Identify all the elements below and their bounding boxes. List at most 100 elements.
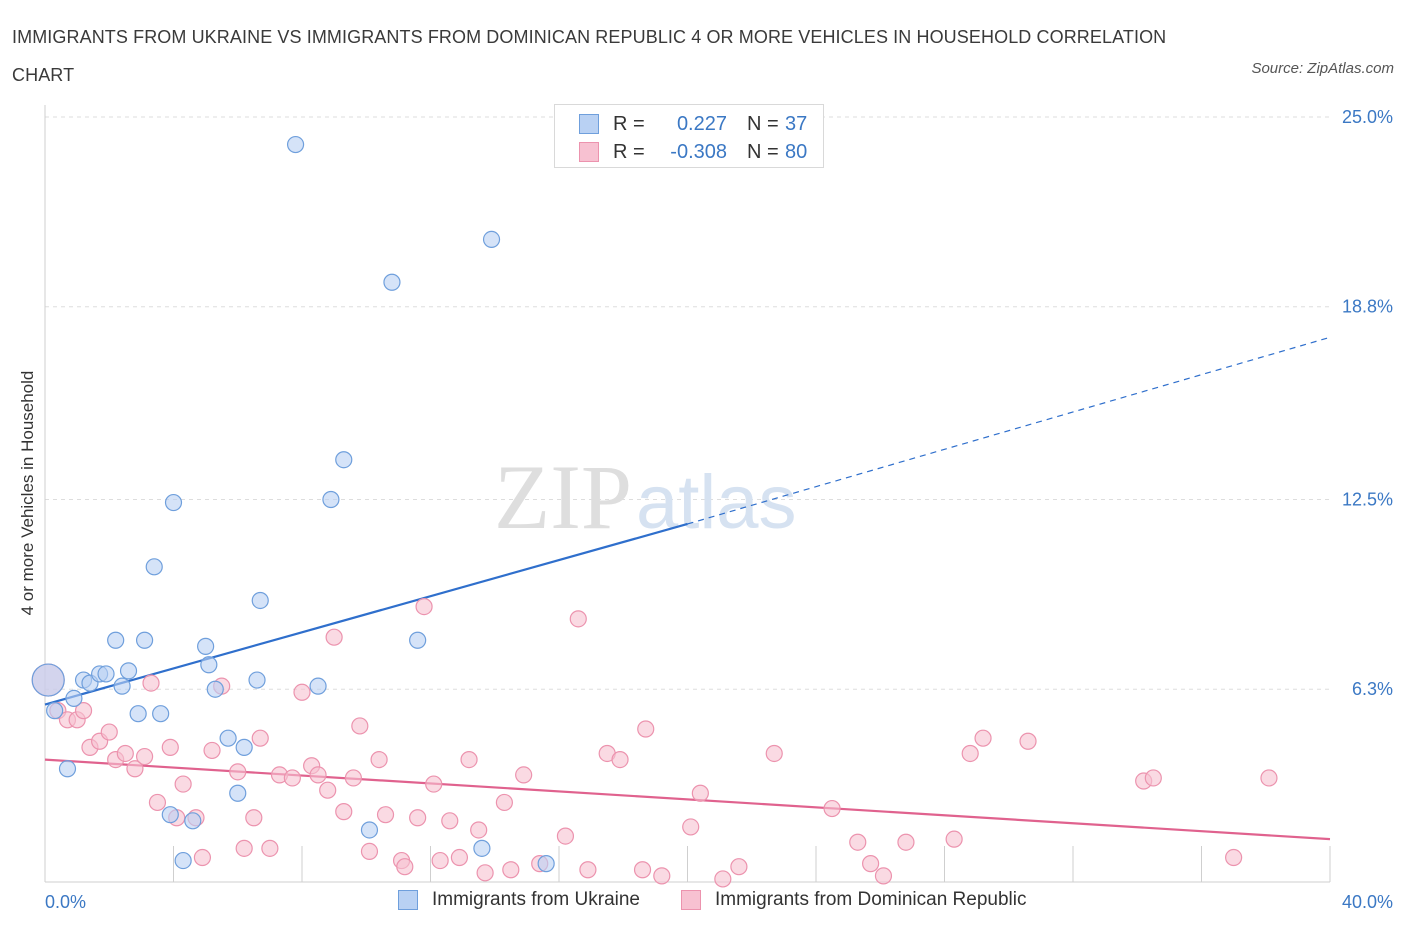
- chart-title: IMMIGRANTS FROM UKRAINE VS IMMIGRANTS FR…: [12, 27, 1167, 85]
- ukraine-point: [145, 558, 163, 576]
- dominican-point: [849, 833, 867, 851]
- y-tick-label: 6.3%: [1352, 679, 1393, 699]
- legend-n-label: N =: [747, 112, 779, 135]
- ukraine-point: [65, 689, 83, 708]
- ukraine-point: [174, 851, 192, 870]
- dominican-point: [135, 747, 154, 766]
- ukraine-point: [248, 671, 266, 689]
- dominican-point: [495, 793, 513, 812]
- dominican-point: [637, 720, 655, 738]
- dominican-point: [245, 809, 263, 827]
- ukraine-point: [97, 665, 115, 683]
- dominican-point: [174, 775, 192, 793]
- dominican-point: [415, 597, 433, 616]
- dominican-point: [682, 818, 700, 836]
- ukraine-point: [235, 738, 253, 756]
- y-axis-label: 4 or more Vehicles in Household: [18, 371, 37, 616]
- dominican-point: [897, 833, 915, 851]
- legend-swatch-ukraine: [579, 114, 599, 134]
- y-tick-label: 12.5%: [1342, 490, 1393, 510]
- dominican-point: [335, 803, 353, 821]
- legend-r-label: R =: [613, 140, 645, 163]
- dominican-point: [1225, 848, 1243, 867]
- ukraine-point: [409, 631, 427, 649]
- dominican-point: [396, 858, 414, 876]
- dominican-point: [116, 744, 134, 763]
- dominican-point: [611, 750, 629, 769]
- ukraine-point: [113, 677, 131, 695]
- ukraine-point: [164, 493, 183, 512]
- ukraine-point: [200, 656, 218, 674]
- dominican-point: [142, 674, 160, 692]
- watermark-zip: ZIP: [494, 446, 632, 548]
- ukraine-point: [473, 839, 491, 857]
- dominican-point: [325, 628, 343, 646]
- dominican-point: [100, 723, 118, 741]
- dominican-point: [470, 821, 488, 839]
- ukraine-point: [251, 591, 269, 610]
- dominican-point: [460, 750, 478, 769]
- dominican-point: [1019, 732, 1037, 750]
- ukraine-point: [286, 135, 305, 154]
- dominican-point: [251, 729, 269, 747]
- ukraine-point: [229, 784, 247, 802]
- dominican-point: [476, 864, 494, 882]
- dominican-point: [730, 858, 748, 876]
- dominican-point: [360, 842, 379, 861]
- dominican-point: [161, 738, 179, 756]
- dominican-point: [370, 750, 388, 769]
- dominican-point: [425, 775, 443, 793]
- dominican-point: [945, 830, 963, 848]
- dominican-point: [1144, 769, 1162, 787]
- ukraine-point: [46, 702, 64, 720]
- dominican-point: [309, 766, 327, 784]
- legend-item-ukraine[interactable]: Immigrants from Ukraine: [398, 889, 640, 911]
- x-tick-label: 40.0%: [1342, 892, 1393, 912]
- legend-item-dominican[interactable]: Immigrants from Dominican Republic: [681, 889, 1027, 911]
- ukraine-point: [197, 637, 215, 655]
- ukraine-point: [129, 705, 147, 723]
- y-tick-label: 18.8%: [1342, 297, 1393, 317]
- legend-r-value: 0.227: [676, 112, 727, 135]
- dominican-point: [203, 741, 221, 760]
- dominican-point: [862, 855, 880, 873]
- axes: [44, 105, 1331, 883]
- dominican-point: [431, 851, 449, 870]
- ukraine-point: [360, 821, 379, 839]
- dominican-point: [579, 861, 597, 879]
- gridlines: [45, 116, 1330, 690]
- x-tick-label: 0.0%: [45, 892, 86, 912]
- ukraine-point: [119, 662, 138, 680]
- dominican-trend-line: [44, 758, 1331, 841]
- dominican-point: [126, 760, 144, 778]
- dominican-point: [409, 809, 427, 827]
- dominican-point: [193, 848, 212, 867]
- legend-row-ukraine: R = 0.227 N = 37: [579, 111, 807, 137]
- legend-r-value: -0.308: [670, 140, 727, 163]
- dominican-point: [1260, 769, 1278, 787]
- data-points: [31, 135, 1278, 888]
- dominican-point: [569, 610, 587, 628]
- dominican-point: [293, 683, 311, 701]
- dominican-point: [344, 769, 362, 787]
- legend-n-value: 80: [785, 140, 808, 163]
- dominican-point: [148, 793, 167, 812]
- dominican-point: [229, 763, 247, 781]
- correlation-legend: R = 0.227 N = 37 R = -0.308 N = 80: [554, 104, 824, 168]
- ukraine-point: [206, 680, 224, 698]
- dominican-point: [319, 781, 337, 799]
- ukraine-point: [58, 760, 77, 778]
- legend-swatch-ukraine: [398, 890, 418, 910]
- ukraine-point: [31, 663, 65, 697]
- ukraine-point: [335, 451, 353, 469]
- dominican-point: [974, 729, 992, 747]
- tick-labels: 6.3% 12.5% 18.8% 25.0% 0.0% 40.0%: [45, 107, 1393, 912]
- legend-n-value: 37: [785, 112, 808, 135]
- legend-swatch-dominican: [579, 142, 599, 162]
- ukraine-trend-line: [44, 522, 688, 706]
- ukraine-point: [184, 812, 202, 830]
- ukraine-point: [161, 806, 179, 824]
- dominican-point: [633, 861, 652, 879]
- legend-row-dominican: R = -0.308 N = 80: [579, 139, 807, 165]
